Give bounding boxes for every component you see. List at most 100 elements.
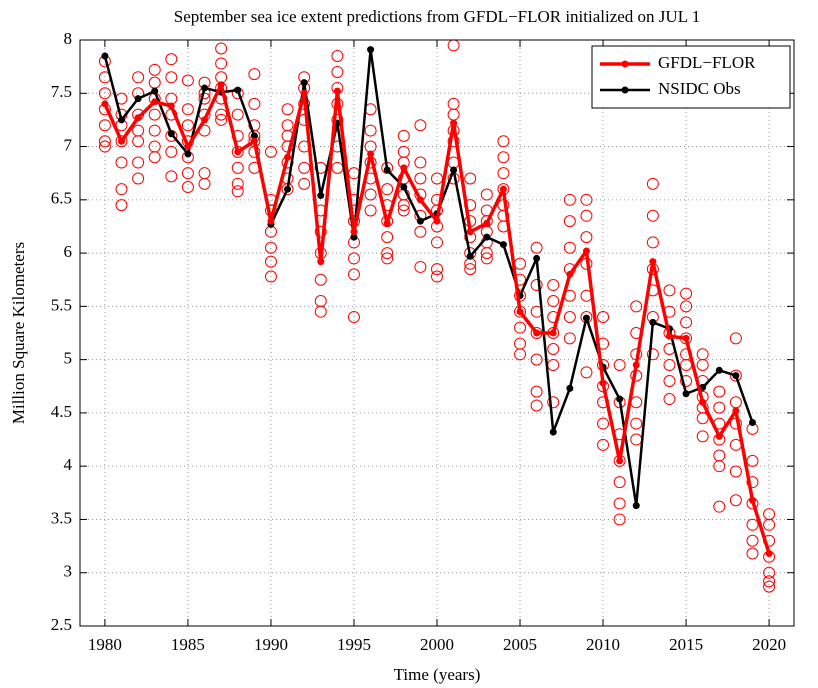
y-tick-label: 6.5	[51, 189, 72, 208]
ensemble-point	[613, 358, 626, 371]
series-point	[383, 219, 391, 227]
ensemble-point	[563, 241, 576, 254]
ensemble-point	[231, 177, 244, 190]
series-point	[715, 432, 723, 440]
ensemble-point	[148, 63, 161, 76]
series-point	[533, 254, 541, 262]
ensemble-point	[397, 199, 410, 212]
ensemble-point	[480, 188, 493, 201]
series-point	[217, 81, 225, 89]
ensemble-point	[132, 135, 145, 148]
series-point	[184, 150, 192, 158]
ensemble-point	[580, 366, 593, 379]
ensemble-point	[414, 225, 427, 238]
ensemble-point	[115, 199, 128, 212]
series-point	[483, 233, 491, 241]
series-point	[748, 496, 756, 504]
series-point	[566, 270, 574, 278]
y-tick-label: 7.5	[51, 82, 72, 101]
ensemble-point	[364, 204, 377, 217]
series-point	[616, 395, 624, 403]
ensemble-point	[447, 135, 460, 148]
ensemble-point	[663, 374, 676, 387]
y-tick-label: 6	[64, 242, 73, 261]
series-point	[566, 384, 574, 392]
ensemble-point	[713, 460, 726, 473]
ensemble-point	[281, 103, 294, 116]
ensemble-point	[381, 183, 394, 196]
series-point	[101, 52, 109, 60]
series-point	[483, 219, 491, 227]
ensemble-point	[181, 103, 194, 116]
ensemble-point	[763, 575, 776, 588]
ensemble-point	[381, 252, 394, 265]
y-tick-label: 5	[64, 349, 73, 368]
x-tick-label: 2020	[752, 635, 786, 654]
ensemble-point	[215, 108, 228, 121]
series-point	[201, 84, 209, 92]
series-point	[632, 502, 640, 510]
ensemble-point	[530, 385, 543, 398]
series-point	[118, 137, 126, 145]
series-point	[649, 258, 657, 266]
ensemble-point	[547, 342, 560, 355]
series-point	[317, 258, 325, 266]
ensemble-point	[115, 183, 128, 196]
ensemble-point	[563, 311, 576, 324]
ensemble-point	[347, 252, 360, 265]
ensemble-point	[215, 113, 228, 126]
ensemble-point	[680, 316, 693, 329]
y-tick-label: 8	[64, 29, 73, 48]
y-tick-label: 3.5	[51, 508, 72, 527]
ensemble-point	[763, 518, 776, 531]
ensemble-point	[597, 438, 610, 451]
series-point	[616, 457, 624, 465]
legend-marker	[621, 60, 629, 68]
legend-box	[591, 45, 791, 109]
ensemble-point	[680, 374, 693, 387]
ensemble-point	[98, 135, 111, 148]
ensemble-point	[514, 348, 527, 361]
series-point	[350, 233, 358, 241]
ensemble-point	[763, 566, 776, 579]
ensemble-point	[264, 145, 277, 158]
ensemble-point	[597, 417, 610, 430]
series-point	[300, 89, 308, 97]
plot-frame	[79, 39, 795, 627]
ensemble-point	[132, 71, 145, 84]
ensemble-point	[248, 68, 261, 81]
legend-label: GFDL−FLOR	[658, 53, 756, 72]
ensemble-point	[132, 172, 145, 185]
ensemble-point	[580, 231, 593, 244]
ensemble-point	[547, 396, 560, 409]
ensemble-point	[414, 119, 427, 132]
series-point	[549, 329, 557, 337]
series-point	[682, 390, 690, 398]
y-axis-label: Million Square Kilometers	[9, 242, 28, 424]
ensemble-point	[646, 236, 659, 249]
ensemble-point	[613, 476, 626, 489]
ensemble-point	[497, 167, 510, 180]
ensemble-point	[231, 161, 244, 174]
series-point	[350, 228, 358, 236]
ensemble-point	[181, 74, 194, 87]
y-tick-label: 2.5	[51, 615, 72, 634]
ensemble-point	[397, 129, 410, 142]
y-tick-label: 4.5	[51, 402, 72, 421]
ensemble-point	[530, 399, 543, 412]
ensemble-point	[148, 124, 161, 137]
ensemble-point	[414, 260, 427, 273]
series-line	[103, 48, 754, 507]
ensemble-point	[663, 393, 676, 406]
series-point	[649, 318, 657, 326]
series-point	[367, 150, 375, 158]
series-point	[284, 185, 292, 193]
ensemble-point	[713, 385, 726, 398]
ensemble-point	[115, 156, 128, 169]
ensemble-point	[264, 255, 277, 268]
ensemble-point	[431, 270, 443, 283]
ensemble-point	[331, 49, 344, 62]
chart-title: September sea ice extent predictions fro…	[174, 7, 700, 26]
ensemble-point	[364, 124, 377, 137]
ensemble-point	[696, 358, 709, 371]
